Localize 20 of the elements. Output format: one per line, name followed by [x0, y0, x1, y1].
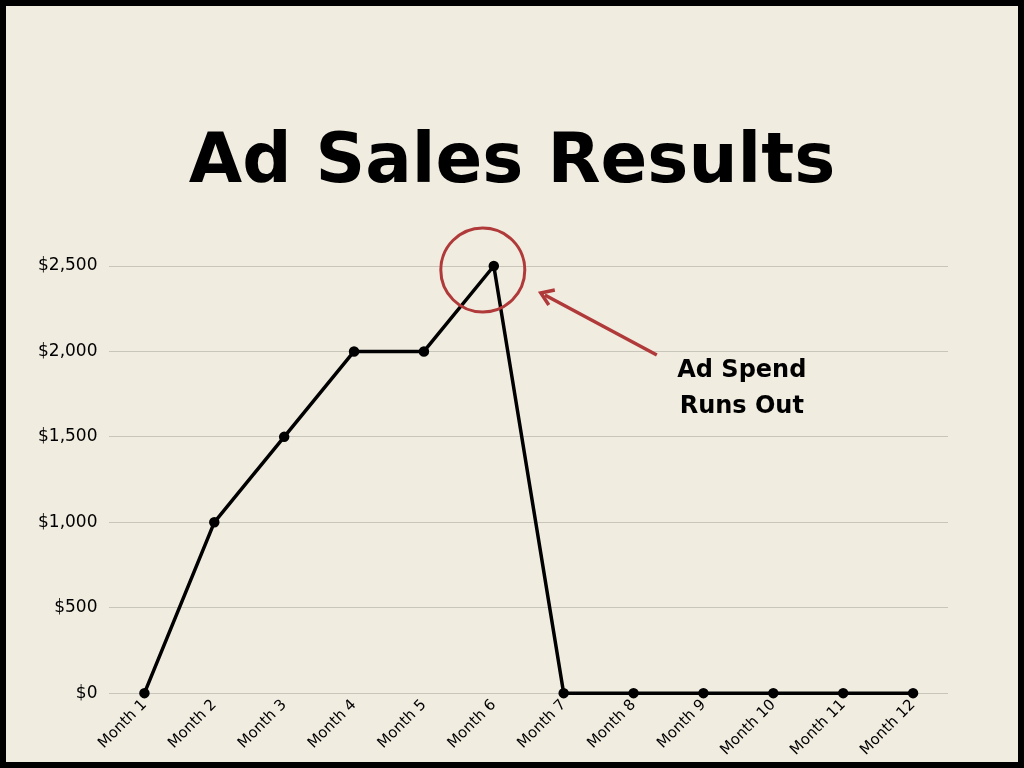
point [418, 346, 430, 357]
point [488, 260, 500, 272]
y-tick-label: $1,500 [38, 425, 98, 446]
point [209, 517, 220, 528]
point [698, 687, 709, 699]
y-tick-label: $1,000 [38, 510, 98, 531]
point [278, 431, 290, 443]
point [558, 687, 569, 699]
y-tick-label: $0 [75, 681, 98, 702]
chart-title: Ad Sales Results [187, 118, 837, 198]
point [837, 687, 849, 699]
point [628, 687, 639, 699]
point [768, 687, 779, 699]
point [907, 687, 919, 699]
point [348, 346, 360, 357]
y-tick-label: $2,000 [38, 339, 98, 360]
y-tick-label: $500 [54, 596, 98, 617]
point [139, 687, 150, 699]
annotation: Ad Spend Runs Out [676, 354, 808, 421]
y-tick-label: $2,500 [38, 254, 98, 275]
